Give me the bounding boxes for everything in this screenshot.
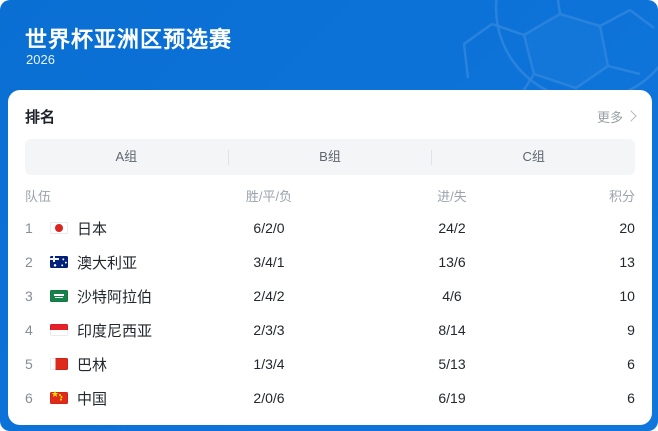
points-value: 10	[619, 288, 635, 304]
australia-flag	[50, 256, 68, 268]
more-button[interactable]: 更多	[596, 107, 637, 126]
rank-number: 4	[25, 322, 33, 338]
table-row[interactable]: 4 印度尼西亚 2/3/3 8/14 9	[25, 313, 635, 347]
china-flag	[50, 388, 68, 404]
rank-number: 6	[25, 390, 33, 406]
points-value: 6	[627, 356, 635, 372]
goals-value: 8/14	[438, 322, 466, 338]
wdl-value: 6/2/0	[253, 220, 285, 236]
chevron-right-icon	[625, 110, 637, 122]
wdl-value: 1/3/4	[253, 356, 285, 372]
team-cell: 5 巴林	[25, 354, 196, 375]
japan-flag	[50, 222, 68, 234]
card-title: 排名	[25, 108, 56, 126]
rank-number: 1	[25, 220, 33, 236]
goals-value: 24/2	[438, 220, 466, 236]
team-name: 澳大利亚	[77, 254, 138, 272]
column-wdl: 胜/平/负	[245, 188, 293, 204]
rank-number: 2	[25, 254, 33, 270]
team-cell: 6 中国	[25, 388, 196, 409]
indonesia-flag	[50, 324, 68, 336]
group-tabs: A组 B组 C组	[25, 139, 635, 175]
card-header: 排名 更多	[25, 105, 637, 127]
points-value: 6	[627, 390, 635, 406]
column-team: 队伍	[25, 188, 52, 204]
wdl-value: 2/4/2	[253, 288, 285, 304]
wdl-value: 2/0/6	[253, 390, 285, 406]
wdl-value: 3/4/1	[253, 254, 285, 270]
table-row[interactable]: 6 中国 2/0/6 6/19 6	[25, 381, 635, 415]
team-name: 巴林	[77, 356, 108, 374]
tab-divider	[431, 149, 433, 165]
table-header-row: 队伍 胜/平/负 进/失 积分	[25, 179, 635, 211]
page-title: 世界杯亚洲区预选赛	[25, 27, 233, 52]
table-row[interactable]: 5 巴林 1/3/4 5/13 6	[25, 347, 635, 381]
goals-value: 4/6	[442, 288, 462, 304]
team-cell: 2 澳大利亚	[25, 252, 196, 273]
tab-group-b[interactable]: B组	[319, 149, 341, 164]
team-name: 沙特阿拉伯	[77, 288, 153, 306]
ranking-card: 排名 更多 A组 B组 C组 队伍 胜/平/负 进/失 积分 1 日本 6/2/…	[8, 90, 652, 425]
table-row[interactable]: 2 澳大利亚 3/4/1 13/6 13	[25, 245, 635, 279]
bahrain-flag	[50, 358, 68, 370]
column-points: 积分	[608, 188, 635, 204]
team-name: 中国	[77, 390, 108, 408]
rank-number: 3	[25, 288, 33, 304]
points-value: 9	[627, 322, 635, 338]
wdl-value: 2/3/3	[253, 322, 285, 338]
team-cell: 3 沙特阿拉伯	[25, 286, 196, 307]
column-goals: 进/失	[437, 188, 467, 204]
tab-group-a[interactable]: A组	[115, 149, 138, 164]
page-subtitle: 2026	[26, 52, 55, 67]
soccer-ball-decoration	[462, 0, 658, 92]
team-name: 日本	[77, 220, 108, 238]
points-value: 20	[619, 220, 635, 236]
team-name: 印度尼西亚	[77, 322, 153, 340]
saudi-arabia-flag	[50, 290, 68, 302]
team-cell: 4 印度尼西亚	[25, 320, 196, 341]
team-cell: 1 日本	[25, 218, 196, 239]
goals-value: 13/6	[438, 254, 466, 270]
tab-divider	[227, 149, 229, 165]
table-body: 1 日本 6/2/0 24/2 20 2 澳大利亚 3/4/1 13/6 1 3 …	[25, 211, 635, 415]
table-row[interactable]: 3 沙特阿拉伯 2/4/2 4/6 10	[25, 279, 635, 313]
goals-value: 6/19	[438, 390, 466, 406]
points-value: 13	[619, 254, 635, 270]
table-row[interactable]: 1 日本 6/2/0 24/2 20	[25, 211, 635, 245]
goals-value: 5/13	[438, 356, 466, 372]
rank-number: 5	[25, 356, 33, 372]
banner: 世界杯亚洲区预选赛 2026	[0, 0, 658, 92]
tab-group-c[interactable]: C组	[522, 149, 545, 164]
more-label: 更多	[596, 109, 623, 125]
